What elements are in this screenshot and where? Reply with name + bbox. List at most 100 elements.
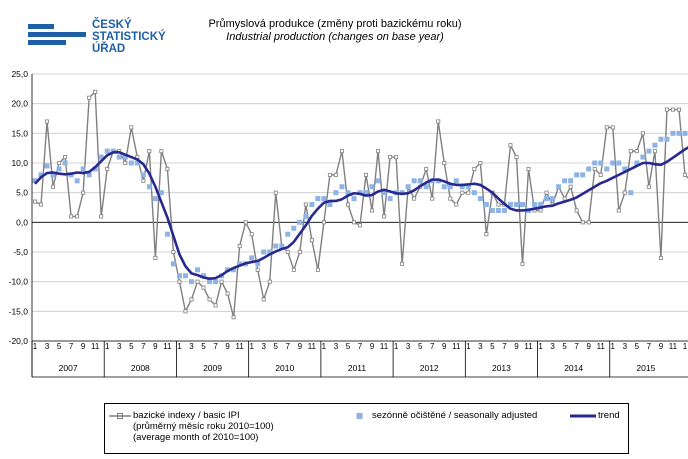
y-tick-label: -15,0 [9,306,29,316]
basic-ipi-point [339,149,344,154]
basic-ipi-point [123,160,128,165]
seasonally-adjusted-point [44,163,50,169]
basic-ipi-point [586,220,591,225]
chart-title-cz: Průmyslová produkce (změny proti bazické… [208,18,462,30]
basic-ipi-point [189,297,194,302]
y-tick-label: 25,0 [11,69,28,79]
seasonally-adjusted-point [495,207,501,213]
seasonally-adjusted-point [550,196,556,202]
seasonally-adjusted-point [188,279,194,285]
legend-trend: trend [570,410,620,421]
basic-ipi-point [303,202,308,207]
basic-ipi-point [231,315,236,320]
basic-ipi-point [574,208,579,213]
x-month-tick-label: 9 [586,342,591,351]
basic-ipi-point [309,238,314,243]
x-month-tick-label: 3 [261,342,266,351]
seasonally-adjusted-point [610,160,616,166]
seasonally-adjusted-point [381,190,387,196]
x-month-tick-label: 5 [57,342,62,351]
basic-ipi-point [237,244,242,249]
seasonally-adjusted-point [652,142,658,148]
x-month-tick-label: 7 [502,342,507,351]
chart-legend: bazické indexy / basic IPI (průměrný měs… [104,403,629,454]
seasonally-adjusted-point [628,190,634,196]
logo-line-3: ÚŘAD [92,42,125,55]
seasonally-adjusted-point [38,172,44,178]
basic-ipi-point [255,267,260,272]
basic-ipi-point [592,166,597,171]
x-year-label: 2013 [492,363,511,373]
seasonally-adjusted-point [489,207,495,213]
seasonally-adjusted-point [255,261,261,267]
seasonally-adjusted-point [411,178,417,184]
legend-basic-note-1: (průměrný měsíc roku 2010=100) [133,421,274,432]
legend-trend-label: trend [598,410,620,421]
basic-ipi-point [514,155,519,160]
seasonally-adjusted-point [447,184,453,190]
basic-ipi-point [568,184,573,189]
x-month-tick-label: 1 [538,342,543,351]
x-month-tick-label: 11 [235,342,244,351]
seasonally-adjusted-point [369,184,375,190]
basic-ipi-point [598,172,603,177]
seasonally-adjusted-point [532,202,538,208]
seasonally-adjusted-point [315,196,321,202]
basic-ipi-point [159,149,164,154]
x-month-tick-label: 1 [394,342,399,351]
seasonally-adjusted-point [291,225,297,231]
y-tick-label: 10,0 [11,158,28,168]
seasonally-adjusted-point [279,243,285,249]
seasonally-adjusted-point [423,184,429,190]
basic-ipi-point [634,149,639,154]
basic-ipi-point [87,95,92,100]
seasonally-adjusted-point [538,202,544,208]
basic-ipi-point [165,166,170,171]
seasonally-adjusted-point [598,160,604,166]
x-month-tick-label: 9 [225,342,230,351]
basic-ipi-point [351,220,356,225]
seasonally-adjusted-point [465,184,471,190]
basic-ipi-point [93,89,98,94]
seasonally-adjusted-point [513,202,519,208]
seasonally-adjusted-point [122,154,128,160]
seasonally-adjusted-point [32,178,38,184]
seasonally-adjusted-point [507,202,513,208]
basic-ipi-point [333,172,338,177]
seasonally-adjusted-point [104,148,110,154]
x-month-tick-label: 7 [574,342,579,351]
seasonally-adjusted-point [164,231,170,237]
seasonally-adjusted-point [658,136,664,142]
y-tick-label: -5,0 [13,247,28,257]
seasonally-adjusted-point [519,202,525,208]
basic-ipi-point [478,160,483,165]
x-month-tick-label: 7 [430,342,435,351]
seasonally-adjusted-point [273,243,279,249]
x-month-tick-label: 9 [298,342,303,351]
seasonally-adjusted-point [664,136,670,142]
legend-basic-label: bazické indexy / basic IPI [133,410,240,421]
y-tick-label: 20,0 [11,99,28,109]
x-month-tick-label: 9 [442,342,447,351]
seasonally-adjusted-point [333,190,339,196]
x-year-label: 2008 [131,363,150,373]
x-year-label: 2007 [59,363,78,373]
seasonally-adjusted-point [634,160,640,166]
basic-ipi-point [297,249,302,254]
seasonally-adjusted-point [375,178,381,184]
logo-line-1: ČESKÝ [92,18,132,31]
seasonally-adjusted-point [351,196,357,202]
basic-ipi-point [382,214,387,219]
x-month-tick-label: 9 [514,342,519,351]
basic-ipi-point [153,255,158,260]
x-month-tick-label: 3 [406,342,411,351]
basic-ipi-point [213,303,218,308]
basic-ipi-point [183,309,188,314]
basic-ipi-point [436,119,441,124]
basic-ipi-point [400,261,405,266]
x-year-label: 2010 [275,363,294,373]
seasonally-adjusted-point [622,166,628,172]
x-month-tick-label: 3 [623,342,628,351]
x-month-tick-label: 3 [45,342,50,351]
seasonally-adjusted-point [363,190,369,196]
